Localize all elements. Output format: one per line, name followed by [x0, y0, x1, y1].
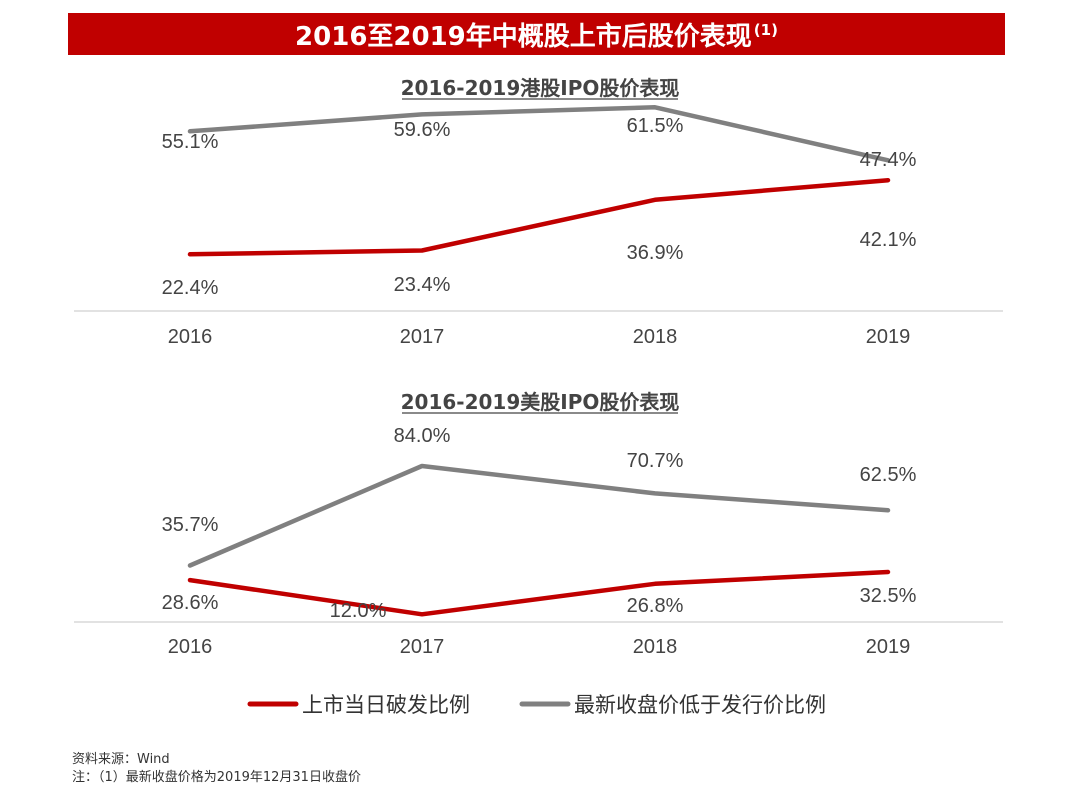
series-line — [187, 105, 891, 163]
data-label: 22.4% — [162, 277, 219, 299]
data-label: 61.5% — [627, 115, 684, 137]
x-tick-label: 2017 — [400, 326, 445, 348]
source-note: 资料来源：Wind — [72, 752, 170, 767]
title-banner: 2016至2019年中概股上市后股价表现 (1) — [68, 13, 1005, 55]
data-label: 84.0% — [394, 425, 451, 447]
series-line — [187, 177, 891, 257]
legend-label: 上市当日破发比例 — [302, 693, 470, 717]
chart-subtitle: 2016-2019港股IPO股价表现 — [401, 76, 680, 100]
data-label: 32.5% — [860, 585, 917, 607]
data-label: 42.1% — [860, 229, 917, 251]
data-label: 23.4% — [394, 274, 451, 296]
series-line — [187, 569, 891, 617]
footnote: 注：（1）最新收盘价格为2019年12月31日收盘价 — [72, 770, 361, 785]
page-title: 2016至2019年中概股上市后股价表现 — [295, 21, 752, 52]
data-label: 59.6% — [394, 119, 451, 141]
data-label: 47.4% — [860, 149, 917, 171]
x-tick-label: 2016 — [168, 326, 213, 348]
legend-label: 最新收盘价低于发行价比例 — [574, 693, 826, 717]
chart-subtitle: 2016-2019美股IPO股价表现 — [401, 390, 680, 414]
x-tick-label: 2018 — [633, 326, 678, 348]
data-label: 28.6% — [162, 592, 219, 614]
data-label: 62.5% — [860, 464, 917, 486]
data-label: 35.7% — [162, 514, 219, 536]
series-line — [187, 463, 891, 568]
data-label: 36.9% — [627, 242, 684, 264]
x-tick-label: 2019 — [866, 636, 911, 658]
data-label: 26.8% — [627, 595, 684, 617]
data-label: 55.1% — [162, 131, 219, 153]
x-tick-label: 2016 — [168, 636, 213, 658]
data-label: 12.0% — [330, 600, 387, 622]
x-tick-label: 2019 — [866, 326, 911, 348]
x-tick-label: 2018 — [633, 636, 678, 658]
x-tick-label: 2017 — [400, 636, 445, 658]
data-label: 70.7% — [627, 450, 684, 472]
title-footnote-marker: (1) — [753, 21, 778, 39]
